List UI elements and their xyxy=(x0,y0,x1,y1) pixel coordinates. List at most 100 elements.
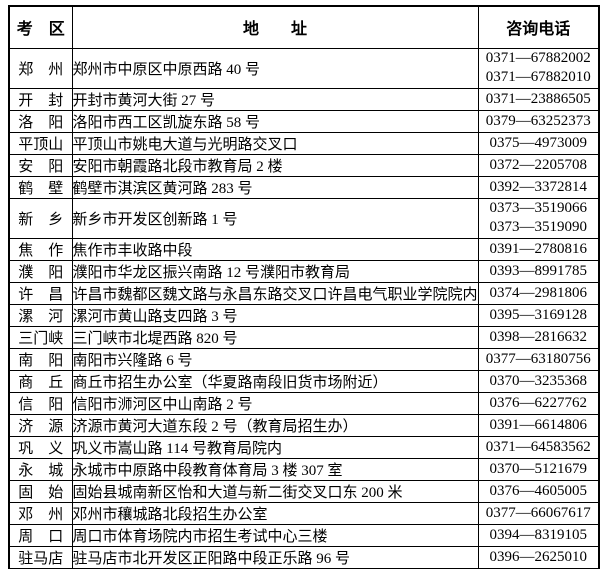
phone-cell: 0375—4973009 xyxy=(477,131,600,155)
address-cell: 三门峡市北堤西路 820 号 xyxy=(71,325,479,349)
column-header-phone: 咨询电话 xyxy=(477,5,600,49)
phone-cell: 0391—6614806 xyxy=(477,413,600,437)
table-row: 平顶山 平顶山市姚电大道与光明路交叉口 0375—4973009 xyxy=(8,131,600,155)
table-row: 驻马店 驻马店市北开发区正阳路中段正乐路 96 号 0396—2625010 xyxy=(8,545,600,569)
column-header-address: 地 址 xyxy=(71,5,479,49)
address-cell: 鹤壁市淇滨区黄河路 283 号 xyxy=(71,175,479,199)
table-row: 邓 州邓州市穰城路北段招生办公室 0377—66067617 xyxy=(8,501,600,525)
table-row: 安 阳安阳市朝霞路北段市教育局 2 楼 0372—2205708 xyxy=(8,153,600,177)
phone-cell: 0391—2780816 xyxy=(477,237,600,261)
address-cell: 平顶山市姚电大道与光明路交叉口 xyxy=(71,131,479,155)
exam-locations-table: 考 区 地 址 咨询电话 郑 州郑州市中原区中原西路 40 号 0371—6788… xyxy=(8,5,600,569)
district-cell: 安 阳 xyxy=(8,153,73,177)
phone-number: 0377—63180756 xyxy=(485,350,591,367)
address-cell: 南阳市兴隆路 6 号 xyxy=(71,347,479,371)
phone-cell: 0371—67882002 0371—67882010 xyxy=(477,47,600,89)
district-cell: 濮 阳 xyxy=(8,259,73,283)
address-cell: 邓州市穰城路北段招生办公室 xyxy=(71,501,479,525)
address-cell: 漯河市黄山路支四路 3 号 xyxy=(71,303,479,327)
district-cell: 邓 州 xyxy=(8,501,73,525)
district-cell: 漯 河 xyxy=(8,303,73,327)
phone-number: 0376—4605005 xyxy=(489,482,588,499)
phone-number: 0371—23886505 xyxy=(485,90,591,107)
phone-cell: 0370—5121679 xyxy=(477,457,600,481)
table-row: 周 口周口市体育场院内市招生考试中心三楼 0394—8319105 xyxy=(8,523,600,547)
address-cell: 洛阳市西工区凯旋东路 58 号 xyxy=(71,109,479,133)
phone-cell: 0393—8991785 xyxy=(477,259,600,283)
address-cell: 商丘市招生办公室（华夏路南段旧货市场附近） xyxy=(71,369,479,393)
phone-number: 0391—6614806 xyxy=(489,416,588,433)
phone-cell: 0394—8319105 xyxy=(477,523,600,547)
phone-number: 0373—3519066 xyxy=(489,200,588,216)
phone-cell: 0376—6227762 xyxy=(477,391,600,415)
phone-cell: 0371—64583562 xyxy=(477,435,600,459)
phone-cell: 0372—2205708 xyxy=(477,153,600,177)
header-row: 考 区 地 址 咨询电话 xyxy=(8,5,600,49)
phone-number: 0371—67882002 xyxy=(485,50,591,66)
district-cell: 许 昌 xyxy=(8,281,73,305)
table-row: 濮 阳濮阳市华龙区振兴南路 12 号濮阳市教育局 0393—8991785 xyxy=(8,259,600,283)
address-cell: 巩义市嵩山路 114 号教育局院内 xyxy=(71,435,479,459)
phone-number: 0376—6227762 xyxy=(489,394,588,411)
table-row: 焦 作焦作市丰收路中段 0391—2780816 xyxy=(8,237,600,261)
table-row: 三门峡 三门峡市北堤西路 820 号 0398—2816632 xyxy=(8,325,600,349)
phone-number: 0379—63252373 xyxy=(485,112,591,129)
district-cell: 开 封 xyxy=(8,87,73,111)
phone-number: 0373—3519090 xyxy=(489,219,588,235)
table-row: 开 封开封市黄河大街 27 号 0371—23886505 xyxy=(8,87,600,111)
table-row: 漯 河漯河市黄山路支四路 3 号 0395—3169128 xyxy=(8,303,600,327)
address-cell: 济源市黄河大道东段 2 号（教育局招生办） xyxy=(71,413,479,437)
table-row: 洛 阳洛阳市西工区凯旋东路 58 号 0379—63252373 xyxy=(8,109,600,133)
phone-cell: 0395—3169128 xyxy=(477,303,600,327)
address-cell: 周口市体育场院内市招生考试中心三楼 xyxy=(71,523,479,547)
phone-cell: 0379—63252373 xyxy=(477,109,600,133)
address-cell: 信阳市浉河区中山南路 2 号 xyxy=(71,391,479,415)
phone-cell: 0370—3235368 xyxy=(477,369,600,393)
address-cell: 开封市黄河大街 27 号 xyxy=(71,87,479,111)
column-header-district: 考 区 xyxy=(8,5,73,49)
table-row: 永 城永城市中原路中段教育体育局 3 楼 307 室 0370—5121679 xyxy=(8,457,600,481)
phone-cell: 0398—2816632 xyxy=(477,325,600,349)
phone-number: 0396—2625010 xyxy=(489,548,588,565)
table-row: 商 丘商丘市招生办公室（华夏路南段旧货市场附近） 0370—3235368 xyxy=(8,369,600,393)
phone-number: 0371—64583562 xyxy=(485,438,591,455)
address-cell: 许昌市魏都区魏文路与永昌东路交叉口许昌电气职业学院院内 xyxy=(71,281,479,305)
table-row: 许 昌许昌市魏都区魏文路与永昌东路交叉口许昌电气职业学院院内 0374—29818… xyxy=(8,281,600,305)
table-row: 新 乡新乡市开发区创新路 1 号 0373—3519066 0373—3519090 xyxy=(8,197,600,239)
phone-number: 0394—8319105 xyxy=(489,526,588,543)
phone-number: 0374—2981806 xyxy=(489,284,588,301)
address-cell: 郑州市中原区中原西路 40 号 xyxy=(71,47,479,89)
phone-number: 0395—3169128 xyxy=(489,306,588,323)
address-cell: 永城市中原路中段教育体育局 3 楼 307 室 xyxy=(71,457,479,481)
phone-cell: 0392—3372814 xyxy=(477,175,600,199)
table-row: 巩 义巩义市嵩山路 114 号教育局院内 0371—64583562 xyxy=(8,435,600,459)
table-row: 鹤 壁鹤壁市淇滨区黄河路 283 号 0392—3372814 xyxy=(8,175,600,199)
district-cell: 固 始 xyxy=(8,479,73,503)
district-cell: 鹤 壁 xyxy=(8,175,73,199)
table-row: 济 源济源市黄河大道东段 2 号（教育局招生办） 0391—6614806 xyxy=(8,413,600,437)
phone-cell: 0376—4605005 xyxy=(477,479,600,503)
district-cell: 巩 义 xyxy=(8,435,73,459)
phone-number: 0391—2780816 xyxy=(489,240,588,257)
district-cell: 信 阳 xyxy=(8,391,73,415)
table-row: 信 阳信阳市浉河区中山南路 2 号 0376—6227762 xyxy=(8,391,600,415)
table-row: 南 阳南阳市兴隆路 6 号 0377—63180756 xyxy=(8,347,600,371)
phone-number: 0392—3372814 xyxy=(489,178,588,195)
phone-number: 0398—2816632 xyxy=(489,328,588,345)
district-cell: 南 阳 xyxy=(8,347,73,371)
district-cell: 焦 作 xyxy=(8,237,73,261)
district-cell: 郑 州 xyxy=(8,47,73,89)
phone-number: 0370—5121679 xyxy=(489,460,588,477)
phone-number: 0377—66067617 xyxy=(485,504,591,521)
table-row: 郑 州郑州市中原区中原西路 40 号 0371—67882002 0371—6788… xyxy=(8,47,600,89)
phone-cell: 0396—2625010 xyxy=(477,545,600,569)
district-cell: 洛 阳 xyxy=(8,109,73,133)
table-row: 固 始固始县城南新区怡和大道与新二街交叉口东 200 米 0376—4605005 xyxy=(8,479,600,503)
phone-number: 0370—3235368 xyxy=(489,372,588,389)
phone-number: 0375—4973009 xyxy=(489,134,588,151)
address-cell: 焦作市丰收路中段 xyxy=(71,237,479,261)
address-cell: 安阳市朝霞路北段市教育局 2 楼 xyxy=(71,153,479,177)
district-cell: 三门峡 xyxy=(8,325,73,349)
phone-cell: 0377—63180756 xyxy=(477,347,600,371)
district-cell: 平顶山 xyxy=(8,131,73,155)
